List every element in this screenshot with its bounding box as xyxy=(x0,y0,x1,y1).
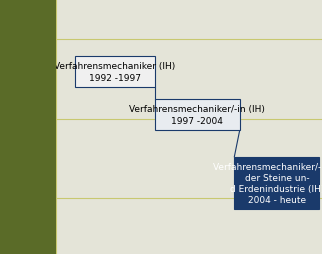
Text: Verfahrensmechaniker/-in (IH)
1997 -2004: Verfahrensmechaniker/-in (IH) 1997 -2004 xyxy=(129,105,265,125)
Text: Verfahrensmechaniker/-in in
der Steine un-
d Erdenindustrie (IH)
2004 - heute: Verfahrensmechaniker/-in in der Steine u… xyxy=(213,162,322,204)
FancyBboxPatch shape xyxy=(234,157,319,209)
Text: Verfahrensmechaniker (IH)
1992 -1997: Verfahrensmechaniker (IH) 1992 -1997 xyxy=(54,62,175,82)
FancyBboxPatch shape xyxy=(155,99,240,131)
FancyBboxPatch shape xyxy=(75,57,155,87)
